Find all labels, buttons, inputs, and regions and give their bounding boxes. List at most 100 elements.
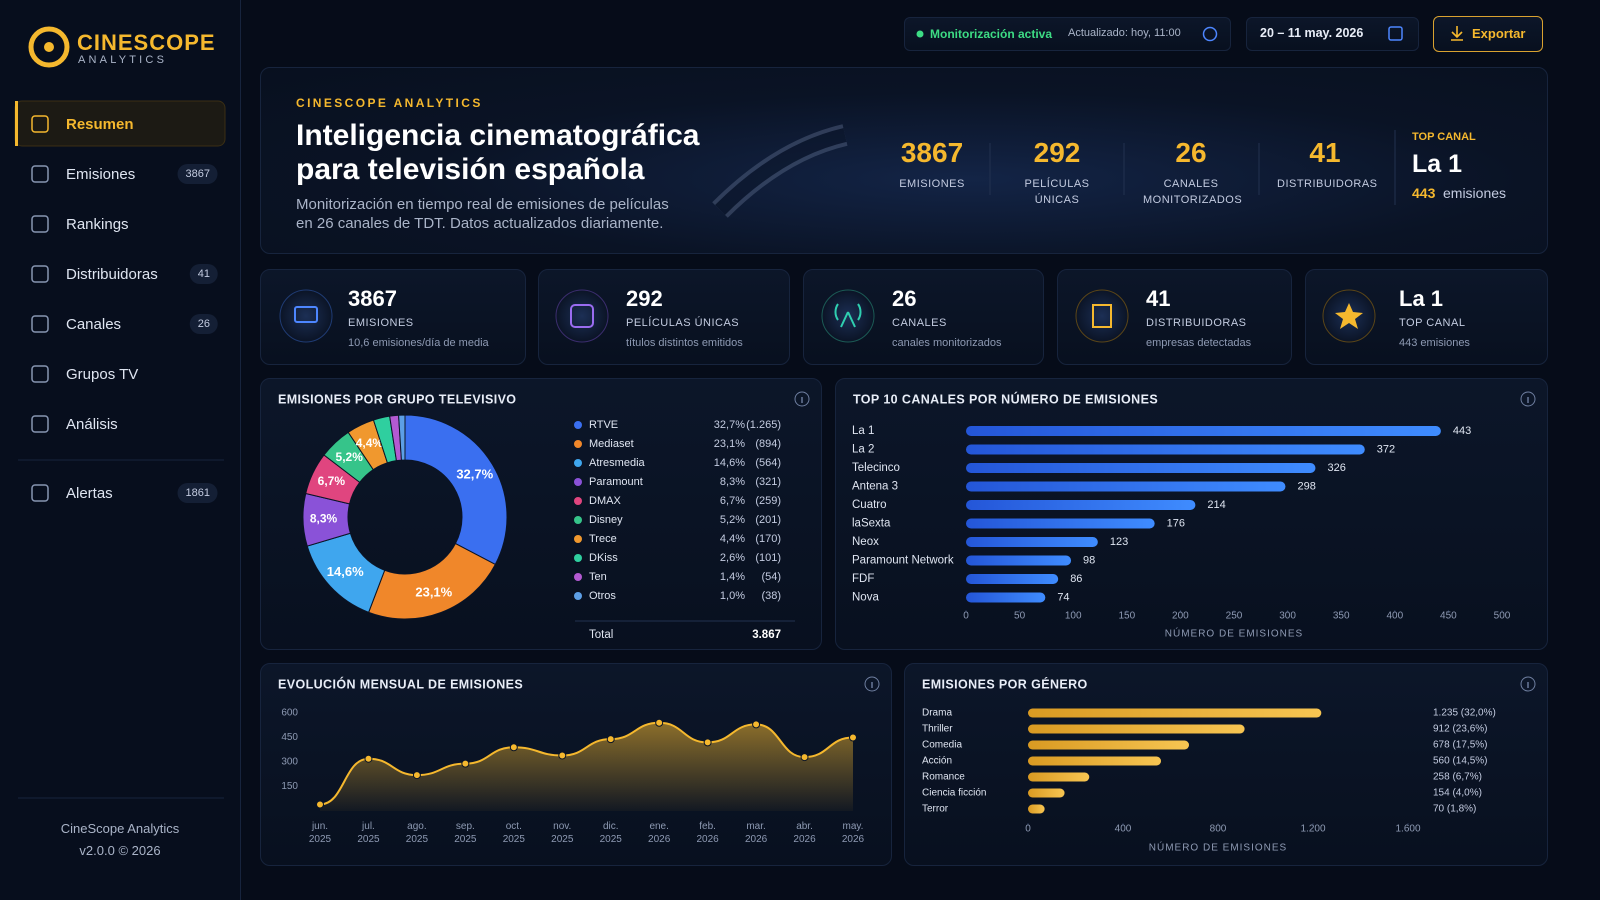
value-label: 443 — [1453, 425, 1471, 437]
legend-name: DKiss — [589, 552, 618, 564]
bar — [966, 500, 1196, 510]
slice-label: 14,6% — [327, 564, 364, 579]
nav-label[interactable]: Emisiones — [66, 166, 136, 183]
bar — [1028, 772, 1090, 782]
kpi-card — [1057, 269, 1292, 365]
value-label: 70 (1,8%) — [1433, 804, 1476, 815]
hero-title: Inteligencia cinematográfica — [296, 119, 700, 152]
nav-icon — [31, 315, 49, 333]
nav-label[interactable]: Alertas — [66, 485, 113, 502]
value-label: 98 — [1083, 554, 1095, 566]
hero-stat-value: 41 — [1309, 137, 1341, 168]
nav-label[interactable]: Análisis — [66, 416, 118, 433]
hero-stat-value: 292 — [1033, 137, 1081, 168]
y-category: Terror — [922, 804, 949, 815]
y-category: Cuatro — [852, 499, 887, 511]
y-category: Telecinco — [852, 462, 900, 474]
nav-badge: 3867 — [177, 164, 218, 184]
footer-text: CineScope Analytics — [60, 821, 180, 836]
legend-dot — [574, 459, 582, 467]
chart-title: TOP 10 CANALES POR NÚMERO DE EMISIONES — [853, 391, 1158, 406]
nav-icon — [31, 215, 49, 233]
sidebar — [0, 0, 241, 900]
nav-badge: 41 — [189, 264, 218, 284]
kpi-sub: títulos distintos emitidos — [626, 337, 743, 349]
date-range: 20 – 11 may. 2026 — [1260, 26, 1364, 40]
value-label: 123 — [1110, 536, 1128, 548]
value-label: 678 (17,5%) — [1433, 740, 1487, 751]
legend-dot — [574, 478, 582, 486]
download-icon — [1451, 26, 1463, 41]
film-strip — [712, 124, 848, 218]
export-label[interactable]: Exportar — [1472, 26, 1526, 41]
x-tick-label: 50 — [1014, 611, 1026, 622]
nav-icon — [31, 115, 49, 133]
legend-count: (54) — [761, 571, 781, 583]
legend-percent: 14,6% — [714, 457, 745, 469]
hero-stat-label: PELÍCULAS ÚNICAS — [1024, 178, 1090, 206]
legend-name: Trece — [589, 533, 617, 545]
genre-panel — [904, 663, 1548, 866]
nav-label[interactable]: Resumen — [66, 116, 134, 133]
value-label: 176 — [1167, 517, 1185, 529]
top-label: TOP CANAL — [1412, 131, 1476, 143]
y-category: Drama — [922, 708, 952, 719]
kpi-sub: canales monitorizados — [892, 337, 1002, 349]
nav-label[interactable]: Grupos TV — [66, 366, 139, 383]
bar — [1028, 724, 1245, 734]
legend-count: (170) — [755, 533, 781, 545]
legend-percent: 8,3% — [720, 476, 745, 488]
info-icon[interactable] — [1520, 391, 1536, 407]
nav-icon — [31, 365, 49, 383]
kpi-label: PELÍCULAS ÚNICAS — [626, 317, 740, 329]
legend-percent: 32,7% — [714, 419, 745, 431]
value-label: 560 (14,5%) — [1433, 756, 1487, 767]
legend-percent: 1,0% — [720, 590, 745, 602]
value-label: 74 — [1057, 591, 1069, 603]
nav-label[interactable]: Distribuidoras — [66, 266, 158, 283]
point — [461, 759, 470, 768]
hero-title: para televisión española — [296, 153, 645, 186]
legend-count: (259) — [755, 495, 781, 507]
top-count: 443 — [1412, 185, 1436, 201]
kpi-label: EMISIONES — [348, 317, 414, 329]
legend-name: Otros — [589, 590, 616, 602]
y-category: La 2 — [852, 444, 874, 456]
nav-label[interactable]: Rankings — [66, 216, 129, 233]
info-icon[interactable] — [864, 676, 880, 692]
legend-dot — [574, 421, 582, 429]
info-icon[interactable] — [1520, 676, 1536, 692]
value-label: 214 — [1207, 499, 1225, 511]
x-tick-label: 400 — [1386, 611, 1403, 622]
point — [509, 743, 518, 752]
point — [703, 738, 712, 747]
date-picker[interactable] — [1246, 17, 1419, 51]
channels-panel — [835, 378, 1548, 650]
y-category: La 1 — [852, 425, 874, 437]
legend-dot — [574, 573, 582, 581]
point — [412, 771, 421, 780]
kpi-sub: empresas detectadas — [1146, 337, 1252, 349]
y-tick-label: 600 — [281, 708, 298, 719]
nav-label[interactable]: Canales — [66, 316, 122, 333]
x-tick-label: jul. 2025 — [357, 821, 380, 845]
legend-count: (564) — [755, 457, 781, 469]
brand-sub: ANALYTICS — [78, 54, 168, 66]
area — [320, 722, 853, 811]
brand: CINESCOPE — [77, 30, 216, 55]
x-tick-label: nov. 2025 — [551, 821, 574, 845]
point — [364, 754, 373, 763]
info-icon[interactable] — [794, 391, 810, 407]
y-category: Neox — [852, 536, 879, 548]
legend-count: (1.265) — [746, 419, 781, 431]
y-category: Comedia — [922, 740, 962, 751]
legend-dot — [574, 554, 582, 562]
kpi-label: TOP CANAL — [1399, 317, 1466, 329]
value-label: 1.235 (32,0%) — [1433, 708, 1496, 719]
x-tick-label: 0 — [963, 611, 969, 622]
export-button[interactable] — [1433, 16, 1543, 52]
legend-name: Paramount — [589, 476, 643, 488]
hero-eyebrow: CINESCOPE ANALYTICS — [296, 96, 483, 110]
value-label: 258 (6,7%) — [1433, 772, 1482, 783]
bar — [966, 592, 1046, 603]
